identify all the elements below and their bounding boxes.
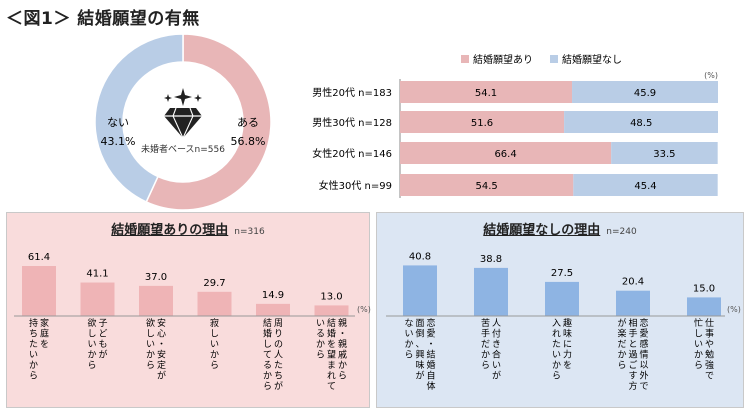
reasons-yes-category-label: いるから: [316, 319, 325, 361]
reasons-yes-category-label: 家庭を: [40, 317, 49, 350]
reasons-no-category-label: が楽だから: [617, 317, 626, 371]
stacked-value-no: 45.4: [634, 181, 656, 192]
reasons-yes-value: 29.7: [203, 278, 225, 289]
reasons-yes-category-label: 親・親戚から: [338, 317, 347, 382]
reasons-no-category-label: ないから: [404, 318, 413, 361]
reasons-yes-category-label: 周りの人たちが: [274, 318, 283, 392]
reasons-yes-value: 13.0: [320, 291, 342, 302]
reasons-no-category-label: 恋愛感情以外で: [639, 317, 648, 392]
reasons-no-category-label: 忙しいから: [694, 317, 703, 371]
reasons-yes-value: 37.0: [145, 272, 167, 283]
stacked-category-label: 男性30代 n=128: [312, 116, 392, 129]
stacked-bar-yes: [400, 174, 574, 196]
reasons-no-category-label: 面倒、興味が: [415, 318, 424, 382]
donut-label-no: ない: [107, 116, 129, 129]
legend-swatch-no: [550, 55, 558, 63]
legend-label-no: 結婚願望なし: [562, 53, 622, 66]
reasons-no-category-label: 入れたいから: [552, 318, 561, 382]
reasons-no-n-label: n=240: [606, 227, 637, 237]
reasons-no-title: 結婚願望なしの理由 n=240: [377, 219, 743, 238]
reasons-no-category-label: 趣味に力を: [563, 317, 572, 371]
reasons-no-category-label: 苦手だから: [481, 317, 490, 371]
figure-title: ＜図1＞ 結婚願望の有無: [6, 9, 200, 29]
diamond-icon: [164, 88, 202, 140]
stacked-unit-label: (%): [704, 71, 718, 80]
reasons-yes-bar: [314, 305, 349, 316]
reasons-yes-value: 14.9: [262, 290, 284, 301]
reasons-yes-bar: [22, 266, 56, 316]
reasons-no-bar: [545, 281, 579, 316]
reasons-no-category-label: 人付き合いが: [492, 318, 501, 382]
reasons-yes-category-label: 持ちたいから: [29, 317, 38, 382]
reasons-yes-bar: [197, 291, 232, 316]
stacked-bar-no: [572, 81, 718, 103]
stacked-bar-yes: [400, 81, 573, 103]
reasons-yes-category-label: 子どもが: [98, 318, 107, 361]
reasons-no-bar: [403, 265, 437, 316]
stacked-value-yes: 54.5: [476, 181, 498, 192]
reasons-yes-value: 61.4: [28, 252, 50, 263]
reasons-no-panel: 結婚願望なしの理由 n=240: [376, 212, 744, 408]
legend-swatch-yes: [461, 55, 469, 63]
reasons-no-category-label: 相手と過ごす方: [628, 317, 637, 392]
stacked-value-no: 33.5: [653, 149, 675, 160]
reasons-yes-panel: 結婚願望ありの理由 n=316: [6, 212, 370, 408]
reasons-no-value: 15.0: [693, 283, 715, 294]
reasons-no-title-text: 結婚願望なしの理由: [483, 223, 601, 238]
reasons-no-unit-label: (%): [727, 305, 741, 314]
stacked-category-label: 女性20代 n=146: [312, 147, 392, 160]
stacked-value-no: 45.9: [634, 88, 656, 99]
reasons-yes-category-label: 寂しいから: [210, 317, 219, 371]
stacked-category-label: 男性20代 n=183: [312, 86, 392, 99]
reasons-no-bar: [474, 267, 508, 316]
reasons-yes-category-label: 結婚を望まれて: [327, 317, 336, 392]
reasons-no-bar: [687, 297, 721, 316]
reasons-yes-category-label: 欲しいから: [146, 317, 155, 371]
reasons-no-category-label: 恋愛・結婚自体: [426, 317, 435, 392]
reasons-no-category-label: 仕事や勉強で: [705, 317, 714, 382]
stacked-value-yes: 54.1: [475, 88, 497, 99]
stacked-category-label: 女性30代 n=99: [319, 179, 392, 192]
stacked-bar-yes: [400, 142, 612, 164]
reasons-no-value: 38.8: [480, 254, 502, 265]
reasons-yes-value: 41.1: [86, 269, 108, 280]
reasons-yes-title-text: 結婚願望ありの理由: [111, 223, 229, 238]
stacked-bar-no: [564, 111, 718, 133]
reasons-yes-bar: [256, 303, 290, 316]
reasons-yes-category-label: 安心・安定が: [157, 317, 166, 382]
donut-label-yes: ある: [237, 116, 259, 129]
reasons-yes-category-label: 結婚してるから: [263, 317, 272, 392]
stacked-bar-yes: [400, 111, 565, 133]
donut-center-label: 未婚者ベースn=556: [141, 143, 225, 155]
donut-value-no: 43.1%: [101, 135, 136, 148]
reasons-no-bar: [616, 290, 650, 316]
stacked-value-yes: 66.4: [494, 149, 516, 160]
reasons-yes-unit-label: (%): [357, 305, 371, 314]
stacked-value-no: 48.5: [630, 118, 652, 129]
reasons-yes-bar: [80, 282, 115, 316]
reasons-yes-bar: [139, 285, 173, 316]
reasons-yes-n-label: n=316: [234, 227, 265, 237]
reasons-yes-category-label: 欲しいから: [87, 317, 96, 371]
donut-slice-no: [94, 33, 184, 203]
reasons-yes-title: 結婚願望ありの理由 n=316: [7, 219, 369, 238]
donut-value-yes: 56.8%: [231, 135, 266, 148]
legend-label-yes: 結婚願望あり: [473, 53, 533, 66]
reasons-no-value: 20.4: [622, 277, 644, 288]
reasons-no-value: 27.5: [551, 268, 573, 279]
stacked-value-yes: 51.6: [471, 118, 493, 129]
donut-slice-yes: [145, 33, 272, 211]
stacked-bar-no: [611, 142, 718, 164]
reasons-no-value: 40.8: [409, 251, 431, 262]
stacked-bar-no: [573, 174, 718, 196]
